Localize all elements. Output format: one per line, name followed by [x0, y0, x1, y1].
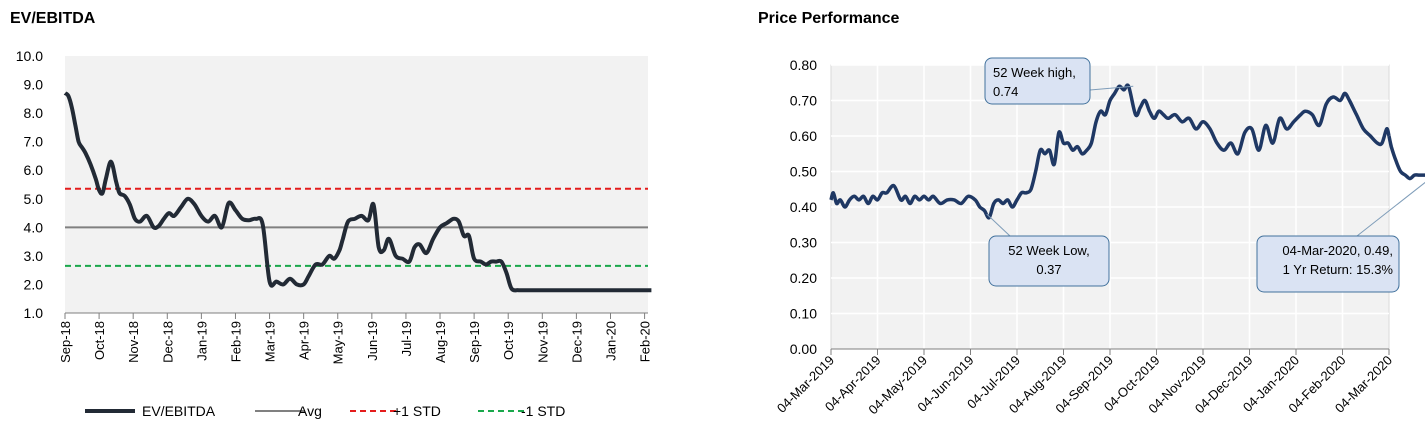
annotation-text: 1 Yr Return: 15.3% [1283, 262, 1394, 277]
x-tick-label: Feb-19 [228, 321, 243, 362]
y-tick-label: 9.0 [24, 77, 44, 93]
y-tick-label: 1.0 [24, 305, 44, 321]
y-tick-label: 8.0 [24, 105, 44, 121]
annotation-text: 04-Mar-2020, 0.49, [1282, 243, 1393, 258]
legend-label: -1 STD [521, 403, 565, 419]
x-tick-label: May-19 [331, 321, 346, 364]
y-tick-label: 2.0 [24, 276, 44, 292]
annotation-text: 52 Week high, [993, 65, 1076, 80]
y-tick-label: 10.0 [16, 48, 43, 64]
x-tick-label: Jul-19 [399, 321, 414, 356]
annotation-text: 0.74 [993, 84, 1018, 99]
y-tick-label: 4.0 [24, 219, 44, 235]
x-tick-label: Nov-19 [535, 321, 550, 363]
series-line-price-tail [1387, 135, 1425, 181]
annotation-pointer [1356, 181, 1425, 237]
y-tick-label: 7.0 [24, 134, 44, 150]
y-tick-label: 0.30 [790, 235, 817, 251]
annotation-box [1256, 235, 1400, 293]
x-tick-label: Oct-19 [501, 321, 516, 360]
series-line-ev-ebitda [63, 91, 652, 293]
y-tick-label: 5.0 [24, 191, 44, 207]
x-tick-label: Jan-20 [603, 321, 618, 361]
annotation-text: 52 Week Low, [1008, 243, 1089, 258]
y-tick-label: 0.40 [790, 199, 817, 215]
legend-label: Avg [298, 403, 322, 419]
y-tick-label: 0.60 [790, 128, 817, 144]
x-tick-label: Dec-19 [569, 321, 584, 363]
annotation-text: 0.37 [1036, 262, 1061, 277]
x-tick-label: Mar-19 [263, 321, 278, 362]
ev-ebitda-chart: 10.0 9.0 8.0 7.0 6.0 5.0 4.0 3.0 2.0 1.0 Sep-18 Oct… [16, 48, 653, 419]
annotation-pointer [1089, 85, 1134, 91]
y-tick-label: 3.0 [24, 248, 44, 264]
x-tick-label: Jan-19 [194, 321, 209, 361]
y-tick-label: 6.0 [24, 162, 44, 178]
legend-label: EV/EBITDA [142, 403, 216, 419]
plot-area [65, 56, 648, 313]
ev-ebitda-title: EV/EBITDA [10, 10, 96, 27]
x-tick-label: Dec-18 [160, 321, 175, 363]
y-tick-label: 0.80 [790, 57, 817, 73]
x-tick-label: Apr-19 [297, 321, 312, 360]
series-line-price [829, 83, 1391, 220]
x-tick-label: Oct-18 [92, 321, 107, 360]
price-performance-title: Price Performance [758, 10, 900, 27]
x-tick-label: Feb-20 [638, 321, 653, 362]
y-tick-label: 0.00 [790, 341, 817, 357]
x-tick-label: Nov-18 [126, 321, 141, 363]
y-tick-label: 0.20 [790, 270, 817, 286]
x-tick-label: Sep-19 [467, 321, 482, 363]
y-tick-label: 0.10 [790, 306, 817, 322]
annotation-pointer [986, 213, 1011, 237]
x-tick-label: Aug-19 [433, 321, 448, 363]
y-tick-label: 0.50 [790, 164, 817, 180]
x-tick-label: Jun-19 [365, 321, 380, 361]
annotation-box [984, 57, 1091, 105]
price-performance-chart: 0.80 0.70 0.60 0.50 0.40 0.30 0.20 0.10 0.00 04-M… [774, 57, 1425, 417]
y-tick-label: 0.70 [790, 93, 817, 109]
annotation-box [988, 235, 1110, 287]
legend-label: +1 STD [393, 403, 441, 419]
x-tick-label: Sep-18 [58, 321, 73, 363]
